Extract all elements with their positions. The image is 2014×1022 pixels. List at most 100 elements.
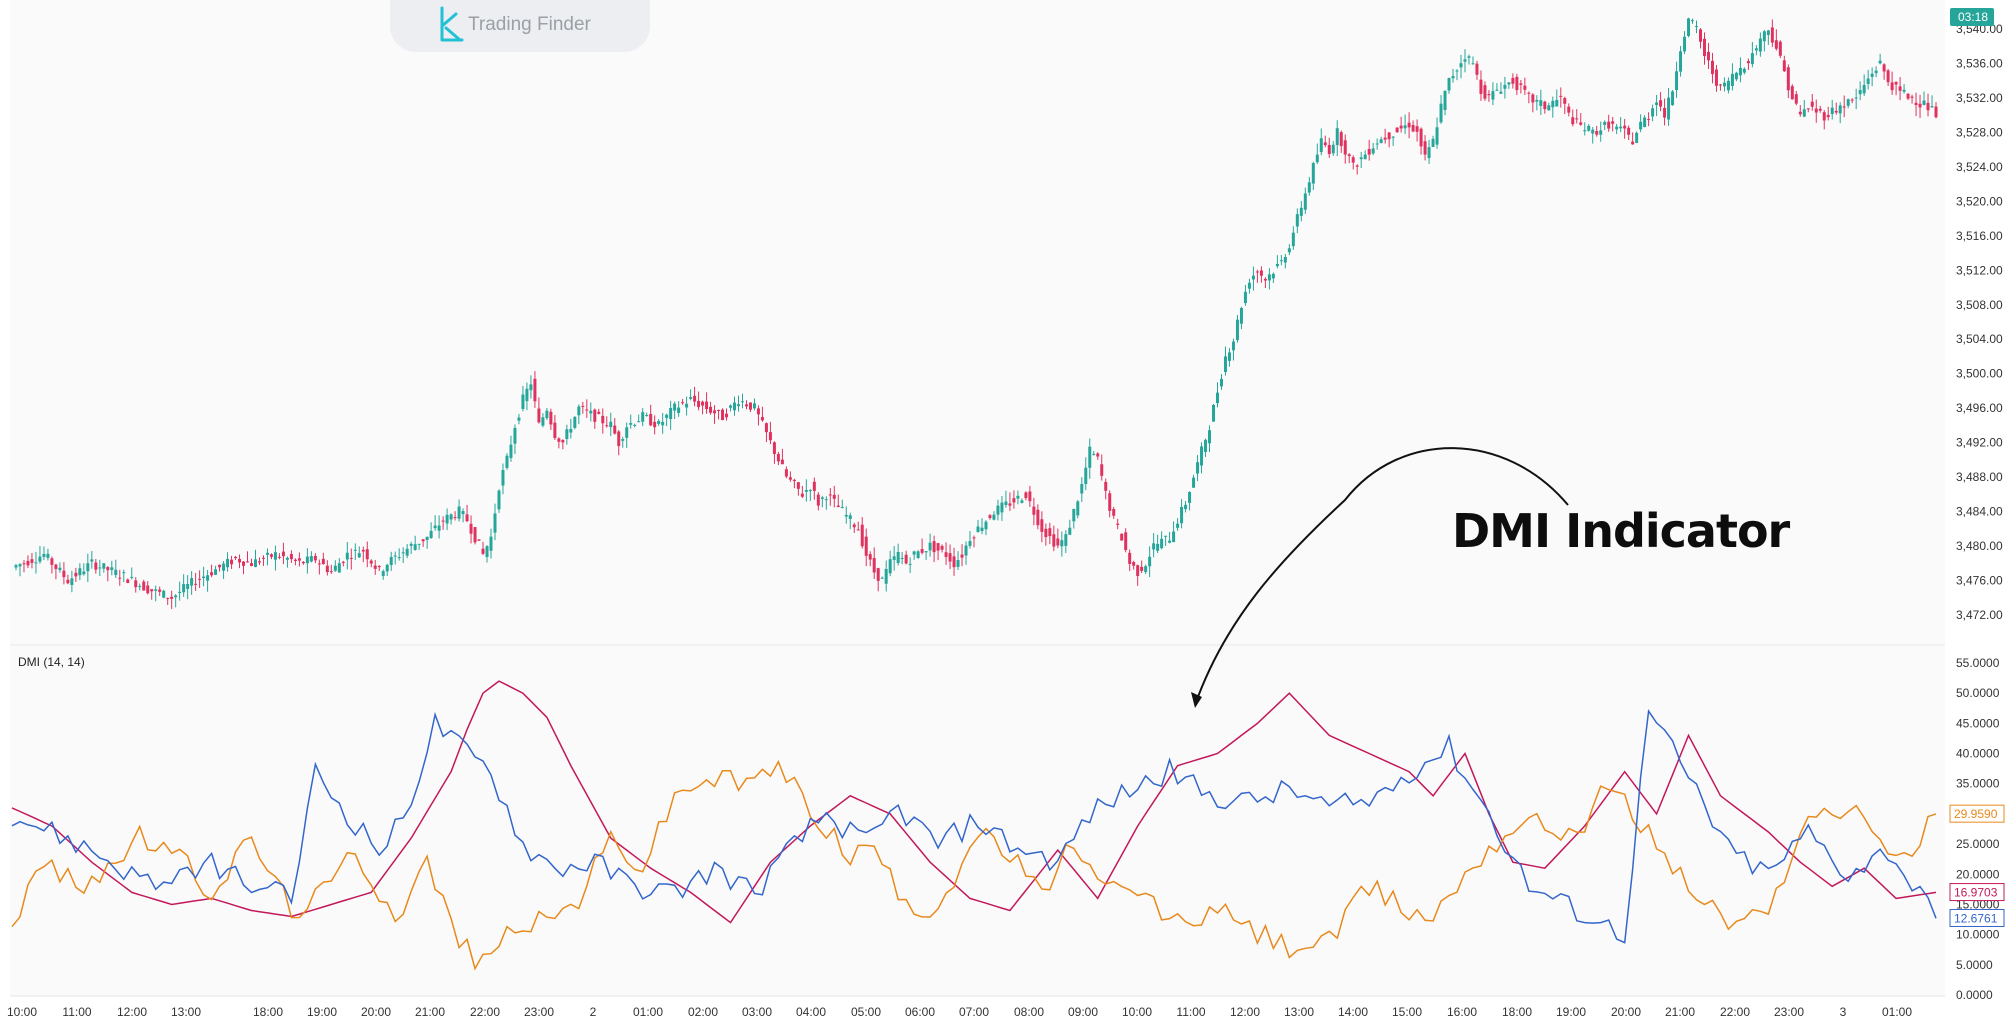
candle-body <box>948 553 952 562</box>
price-tick-label: 3,528.00 <box>1956 126 2003 140</box>
candle-body <box>186 583 190 589</box>
candle-body <box>246 561 250 563</box>
candle-body <box>1471 63 1475 65</box>
candle-body <box>1563 98 1567 104</box>
indicator-pane[interactable] <box>10 646 1945 996</box>
candle-body <box>689 397 693 399</box>
candle-body <box>1567 106 1571 113</box>
candle-body <box>489 536 493 551</box>
dmi-tick-label: 55.0000 <box>1956 656 2000 670</box>
candle-body <box>1223 356 1227 373</box>
candle-body <box>1271 273 1275 279</box>
candle-body <box>1044 528 1048 538</box>
time-tick-label: 01:00 <box>633 1005 663 1019</box>
candle-body <box>1687 18 1691 36</box>
time-tick-label: 05:00 <box>851 1005 881 1019</box>
candle-body <box>409 543 413 546</box>
candle-body <box>253 559 257 567</box>
price-tick-label: 3,480.00 <box>1956 539 2003 553</box>
candle-body <box>840 507 844 509</box>
candle-body <box>1834 110 1838 113</box>
candle-body <box>1742 68 1746 73</box>
candle-body <box>1231 341 1235 351</box>
candle-body <box>1830 107 1834 115</box>
candle-body <box>1180 506 1184 524</box>
candle-body <box>118 577 122 579</box>
time-tick-label: 10:00 <box>7 1005 37 1019</box>
price-tick-label: 3,532.00 <box>1956 91 2003 105</box>
candle-body <box>1770 27 1774 43</box>
candle-body <box>289 554 293 560</box>
candle-body <box>497 490 501 510</box>
candle-body <box>944 552 948 557</box>
dmi-axis: 55.000050.000045.000040.000035.000030.00… <box>1956 656 2000 1002</box>
candle-body <box>1419 128 1423 147</box>
candle-body <box>1846 99 1850 106</box>
candle-body <box>445 514 449 524</box>
candle-body <box>1144 566 1148 572</box>
candle-body <box>1152 543 1156 550</box>
candle-body <box>816 494 820 506</box>
candle-body <box>285 557 289 560</box>
candle-body <box>281 551 285 557</box>
candle-body <box>1339 132 1343 147</box>
candle-body <box>1447 78 1451 91</box>
candle-body <box>166 597 170 599</box>
candle-body <box>1794 94 1798 104</box>
candle-body <box>150 589 154 592</box>
candle-body <box>1902 89 1906 92</box>
candle-body <box>1311 163 1315 184</box>
candle-body <box>1523 85 1527 90</box>
candle-body <box>373 565 377 569</box>
candle-body <box>1527 92 1531 94</box>
candle-body <box>178 591 182 594</box>
candle-body <box>1786 67 1790 91</box>
candle-body <box>473 527 477 543</box>
candle-body <box>1663 107 1667 118</box>
candle-body <box>106 567 110 571</box>
candle-body <box>1064 534 1068 546</box>
candle-body <box>1291 232 1295 247</box>
candle-body <box>1571 117 1575 125</box>
candle-body <box>1790 86 1794 100</box>
candle-body <box>1056 538 1060 546</box>
price-pane[interactable] <box>10 0 1945 645</box>
candle-body <box>78 568 82 576</box>
time-tick-label: 11:00 <box>62 1005 91 1019</box>
candle-body <box>1615 126 1619 130</box>
candle-body <box>1351 157 1355 163</box>
candle-body <box>892 556 896 560</box>
candle-body <box>1679 51 1683 72</box>
candle-body <box>226 558 230 568</box>
candle-body <box>1599 130 1603 135</box>
candle-body <box>1507 82 1511 85</box>
dmi-series <box>11 680 1937 971</box>
candle-body <box>301 561 305 564</box>
candle-body <box>880 577 884 579</box>
candle-body <box>1307 182 1311 193</box>
candle-body <box>1870 73 1874 77</box>
candle-body <box>162 590 166 598</box>
candle-body <box>1806 108 1810 110</box>
candle-body <box>828 494 832 496</box>
candle-body <box>565 429 569 440</box>
time-tick-label: 18:00 <box>1502 1005 1532 1019</box>
candle-body <box>585 409 589 411</box>
candle-body <box>609 421 613 428</box>
candle-body <box>605 425 609 427</box>
candle-body <box>26 560 30 566</box>
candle-body <box>1826 114 1830 118</box>
last-value-text: 29.9590 <box>1954 807 1998 821</box>
candle-body <box>1730 73 1734 86</box>
candle-body <box>725 413 729 418</box>
time-tick-label: 02:00 <box>688 1005 718 1019</box>
candle-body <box>1303 193 1307 210</box>
candle-body <box>589 410 593 414</box>
candle-body <box>980 527 984 532</box>
candle-body <box>1423 141 1427 155</box>
candle-body <box>389 556 393 566</box>
candle-body <box>18 564 22 567</box>
candle-body <box>928 542 932 551</box>
candle-body <box>1926 102 1930 111</box>
candle-body <box>377 566 381 568</box>
